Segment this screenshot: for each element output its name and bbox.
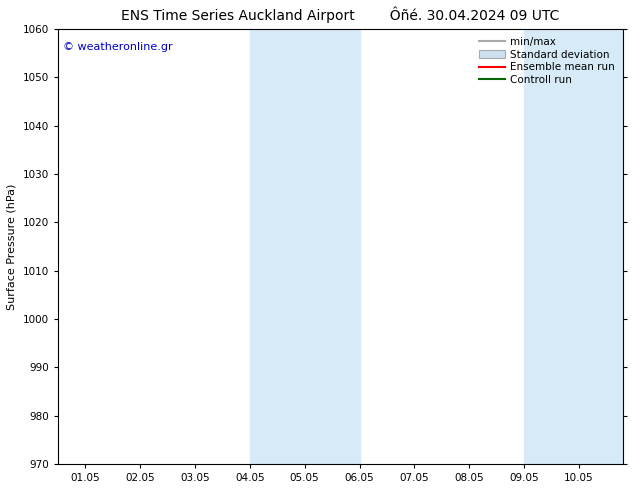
- Bar: [524, 29, 623, 464]
- Legend: min/max, Standard deviation, Ensemble mean run, Controll run: min/max, Standard deviation, Ensemble me…: [476, 34, 618, 88]
- Y-axis label: Surface Pressure (hPa): Surface Pressure (hPa): [7, 183, 17, 310]
- Title: ENS Time Series Auckland Airport        Ôñé. 30.04.2024 09 UTC: ENS Time Series Auckland Airport Ôñé. 30…: [121, 7, 560, 24]
- Text: © weatheronline.gr: © weatheronline.gr: [63, 42, 173, 52]
- Bar: [250, 29, 359, 464]
